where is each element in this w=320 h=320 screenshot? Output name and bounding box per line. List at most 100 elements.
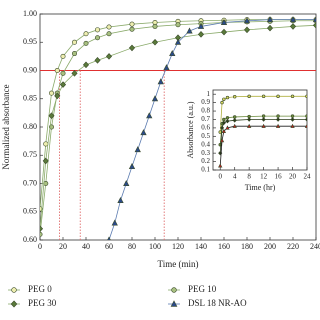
- marker: [43, 141, 49, 147]
- marker: [220, 28, 228, 36]
- marker: [106, 24, 112, 30]
- x-tick-label: 240: [310, 242, 320, 251]
- marker: [94, 57, 101, 64]
- marker: [225, 95, 230, 100]
- x-tick-label: 200: [264, 242, 276, 251]
- x-tick-label: 20: [289, 173, 297, 181]
- marker: [71, 70, 78, 77]
- marker: [107, 236, 111, 240]
- x-tick-label: 140: [195, 242, 207, 251]
- marker: [40, 225, 44, 233]
- marker: [60, 70, 66, 76]
- x-tick-label: 220: [287, 242, 299, 251]
- marker: [82, 61, 90, 69]
- marker: [312, 16, 316, 23]
- marker: [140, 129, 147, 136]
- x-axis-label: Time (hr): [245, 183, 276, 192]
- marker: [304, 123, 307, 128]
- x-tick-label: 8: [247, 173, 251, 181]
- marker: [290, 123, 295, 128]
- y-tick-label: 0.85: [23, 94, 37, 103]
- series-line: [219, 119, 307, 154]
- y-tick-label: 0.4: [201, 140, 210, 148]
- marker: [11, 287, 17, 293]
- marker: [261, 117, 266, 122]
- legend-label: PEG 30: [28, 298, 57, 308]
- marker: [48, 112, 55, 120]
- marker: [225, 118, 230, 124]
- marker: [59, 81, 67, 88]
- marker: [134, 146, 141, 153]
- marker: [289, 16, 297, 23]
- y-tick-label: 0.3: [201, 149, 210, 157]
- marker: [222, 97, 226, 101]
- marker: [146, 112, 153, 119]
- marker: [312, 21, 316, 29]
- marker: [170, 300, 178, 307]
- marker: [117, 196, 124, 203]
- marker: [95, 27, 101, 33]
- marker: [247, 94, 251, 99]
- marker: [220, 18, 228, 25]
- y-tick-label: 0.95: [23, 37, 37, 46]
- marker: [289, 23, 297, 30]
- marker: [220, 100, 224, 105]
- marker: [83, 40, 89, 46]
- marker: [128, 44, 136, 52]
- x-tick-label: 60: [105, 242, 113, 251]
- marker: [151, 38, 159, 46]
- marker: [219, 138, 225, 143]
- marker: [246, 123, 252, 128]
- marker: [171, 287, 177, 293]
- x-tick-label: 40: [82, 242, 90, 251]
- marker: [197, 31, 205, 38]
- legend-label: PEG 10: [188, 284, 217, 294]
- series-line: [40, 24, 316, 229]
- marker: [261, 94, 266, 99]
- x-tick-label: 16: [275, 173, 283, 181]
- marker: [275, 117, 281, 122]
- marker: [197, 22, 205, 29]
- marker: [174, 38, 182, 45]
- marker: [83, 31, 89, 37]
- marker: [275, 123, 281, 128]
- marker: [222, 117, 226, 122]
- marker: [42, 157, 49, 165]
- marker: [290, 114, 295, 118]
- marker: [276, 114, 280, 118]
- y-axis-label: Normalized absorbance: [1, 84, 11, 169]
- y-tick-label: 0.70: [23, 178, 37, 187]
- y-tick-label: 0.80: [23, 122, 37, 131]
- x-tick-label: 0: [218, 173, 222, 181]
- marker: [232, 123, 237, 128]
- series-line: [219, 95, 307, 133]
- marker: [225, 116, 230, 120]
- marker: [305, 94, 307, 99]
- marker: [72, 51, 78, 57]
- y-tick-label: 1: [207, 90, 211, 98]
- marker: [129, 26, 135, 32]
- marker: [48, 90, 54, 96]
- marker: [95, 35, 101, 41]
- marker: [232, 118, 237, 123]
- y-tick-label: 0.65: [23, 207, 37, 216]
- x-axis-label: Time (min): [158, 259, 199, 269]
- marker: [72, 39, 78, 45]
- marker: [123, 179, 130, 186]
- marker: [290, 117, 295, 122]
- marker: [175, 22, 181, 28]
- marker: [106, 31, 112, 37]
- marker: [266, 24, 274, 32]
- y-tick-label: 0.75: [23, 150, 37, 159]
- y-tick-label: 0.90: [23, 65, 37, 74]
- plot-area: [218, 94, 307, 168]
- marker: [128, 163, 136, 170]
- marker: [186, 27, 193, 34]
- marker: [232, 115, 237, 119]
- marker: [157, 78, 164, 85]
- marker: [105, 53, 113, 60]
- y-tick-label: 0.6: [201, 124, 210, 132]
- marker: [60, 53, 66, 59]
- y-tick-label: 0.5: [201, 132, 210, 140]
